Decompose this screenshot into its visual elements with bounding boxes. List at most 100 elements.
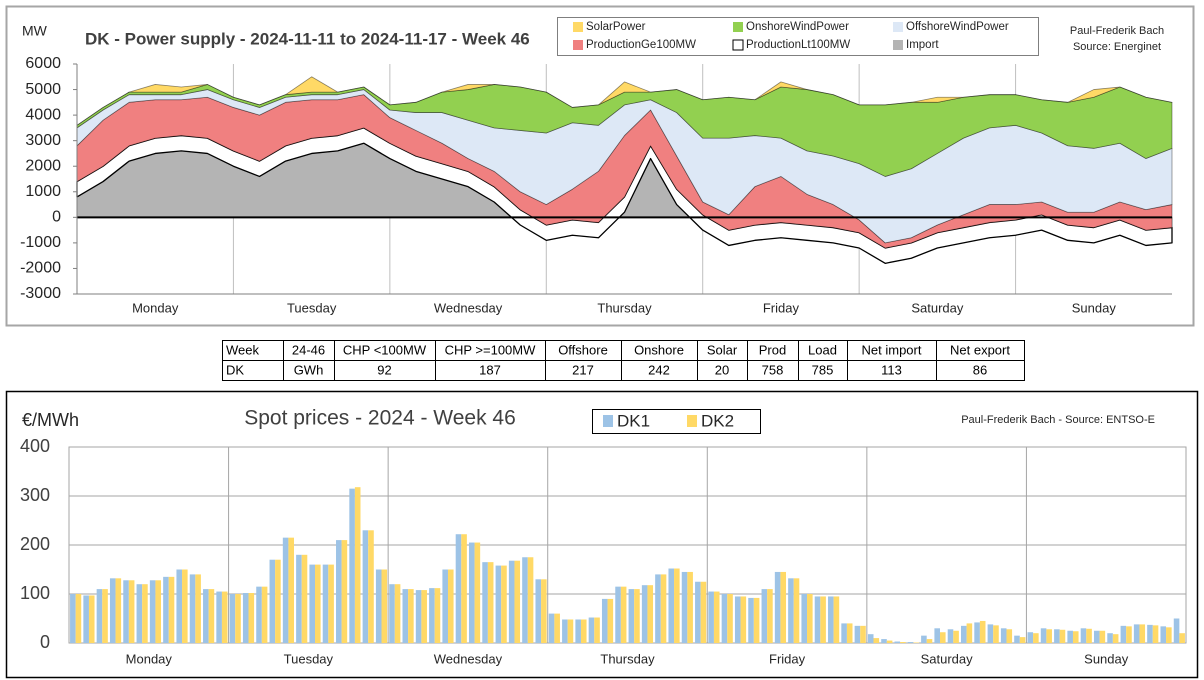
bar bbox=[894, 641, 901, 643]
bar bbox=[793, 578, 800, 643]
bar bbox=[541, 579, 547, 643]
bar bbox=[961, 625, 967, 643]
area bbox=[76, 89, 1173, 244]
bar bbox=[242, 593, 249, 643]
area bbox=[76, 76, 1173, 126]
bar bbox=[115, 578, 122, 643]
bar bbox=[588, 617, 595, 643]
bar bbox=[368, 530, 374, 643]
bar bbox=[748, 597, 754, 643]
bar bbox=[535, 579, 542, 643]
bar bbox=[1067, 630, 1073, 643]
y-tick-label: 200 bbox=[20, 534, 50, 554]
credit: Paul-Frederik Bach - Source: ENTSO-E bbox=[961, 414, 1155, 426]
legend-swatch bbox=[687, 415, 697, 427]
bar bbox=[841, 623, 847, 643]
bar bbox=[668, 568, 675, 643]
bar bbox=[926, 639, 933, 643]
legend-box bbox=[557, 17, 1039, 56]
bar bbox=[88, 595, 95, 643]
bar bbox=[495, 565, 502, 643]
x-tick-label: Thursday bbox=[600, 651, 655, 666]
table-cell: 242 bbox=[648, 362, 670, 377]
table-cell: Solar bbox=[707, 342, 738, 357]
bar bbox=[860, 625, 866, 643]
bar bbox=[934, 628, 940, 643]
bar bbox=[660, 574, 667, 643]
legend-label: OffshoreWindPower bbox=[906, 21, 1009, 33]
bar bbox=[354, 487, 361, 643]
bar bbox=[70, 594, 76, 643]
bar bbox=[695, 581, 701, 643]
bar bbox=[575, 619, 581, 643]
bar bbox=[873, 638, 880, 643]
bar bbox=[248, 593, 255, 643]
table-cell: DK bbox=[226, 362, 244, 377]
bar bbox=[468, 542, 475, 643]
bar bbox=[774, 571, 781, 643]
area bbox=[76, 94, 1173, 249]
bar bbox=[788, 578, 794, 643]
bar bbox=[1112, 634, 1119, 643]
bar bbox=[953, 630, 959, 643]
bar bbox=[807, 594, 813, 643]
legend-label: DK1 bbox=[617, 411, 650, 430]
bar bbox=[415, 590, 422, 643]
bar bbox=[136, 584, 143, 643]
bar bbox=[429, 588, 435, 643]
y-tick-label: 400 bbox=[20, 436, 50, 456]
bar bbox=[1126, 626, 1132, 643]
bar bbox=[501, 565, 507, 643]
y-tick-label: 0 bbox=[40, 632, 50, 652]
legend-label: ProductionGe100MW bbox=[586, 39, 696, 51]
bar bbox=[203, 589, 209, 643]
bar bbox=[801, 594, 808, 643]
x-tick-label: Friday bbox=[763, 300, 800, 315]
bar bbox=[607, 598, 614, 643]
table-cell: Week bbox=[226, 342, 259, 357]
bar bbox=[123, 580, 129, 643]
x-tick-label: Tuesday bbox=[284, 651, 334, 666]
bar bbox=[1152, 625, 1159, 643]
bar bbox=[142, 584, 148, 643]
y-tick-label: 6000 bbox=[25, 55, 61, 72]
bar bbox=[761, 589, 768, 643]
bar bbox=[375, 569, 382, 643]
bar bbox=[687, 571, 693, 643]
chart-title: Spot prices - 2024 - Week 46 bbox=[244, 407, 516, 430]
bar bbox=[421, 590, 427, 643]
legend-label: ProductionLt100MW bbox=[746, 39, 850, 51]
bar bbox=[987, 624, 994, 643]
bar bbox=[522, 557, 528, 643]
bar bbox=[628, 589, 635, 643]
bar bbox=[163, 576, 169, 643]
bar bbox=[296, 554, 302, 643]
bar bbox=[474, 542, 481, 643]
bar bbox=[833, 596, 840, 643]
bar bbox=[681, 571, 688, 643]
bar bbox=[1027, 632, 1034, 643]
bar bbox=[647, 585, 654, 643]
bar bbox=[1006, 629, 1013, 643]
bar bbox=[867, 634, 874, 643]
bar bbox=[275, 559, 281, 643]
bar bbox=[389, 584, 395, 643]
x-tick-label: Sunday bbox=[1072, 300, 1117, 315]
bar bbox=[282, 537, 289, 643]
y-axis-label: €/MWh bbox=[22, 410, 79, 430]
legend-label: Import bbox=[906, 39, 939, 51]
y-tick-label: 2000 bbox=[25, 157, 61, 174]
bar bbox=[128, 580, 135, 643]
bar bbox=[854, 625, 861, 643]
y-tick-label: 0 bbox=[52, 209, 61, 226]
bar bbox=[349, 488, 355, 643]
bar bbox=[455, 534, 462, 643]
bar bbox=[514, 560, 521, 643]
bar bbox=[767, 589, 773, 643]
bar bbox=[336, 540, 342, 643]
bar bbox=[315, 564, 321, 643]
legend-swatch bbox=[573, 40, 583, 50]
bar bbox=[402, 589, 409, 643]
bar bbox=[1054, 629, 1060, 643]
